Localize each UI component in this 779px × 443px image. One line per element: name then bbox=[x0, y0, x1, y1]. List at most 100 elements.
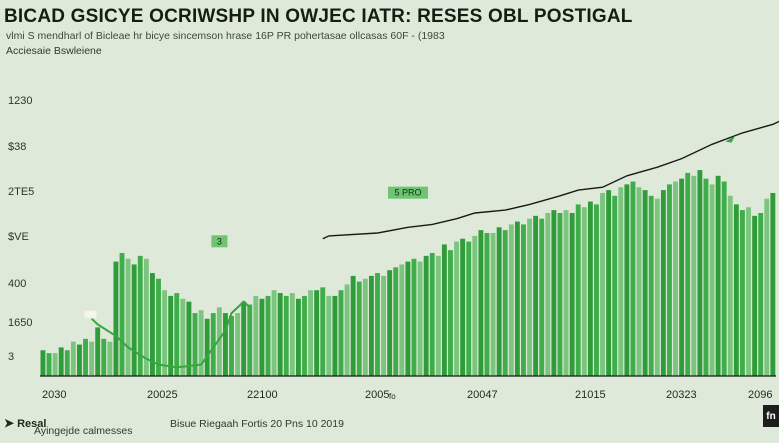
bar bbox=[320, 287, 326, 376]
bar bbox=[454, 241, 459, 376]
bar bbox=[314, 290, 320, 376]
bar bbox=[551, 210, 557, 376]
bar bbox=[594, 204, 599, 376]
bar bbox=[472, 235, 478, 376]
bar bbox=[344, 284, 350, 376]
y-tick-label: $38 bbox=[8, 141, 26, 153]
bar bbox=[484, 233, 490, 376]
bar bbox=[253, 295, 259, 376]
bar bbox=[673, 181, 678, 376]
bar bbox=[606, 190, 612, 376]
x-tick-label: 22100 bbox=[247, 389, 278, 401]
bar bbox=[192, 313, 198, 376]
bar bbox=[289, 293, 295, 376]
bar bbox=[101, 338, 107, 376]
bar bbox=[612, 195, 618, 376]
bar bbox=[64, 350, 70, 376]
y-tick-label: $VE bbox=[8, 231, 29, 243]
bar bbox=[648, 195, 654, 376]
bar bbox=[247, 304, 253, 376]
bar bbox=[241, 301, 247, 376]
bar bbox=[423, 255, 429, 376]
annotation-label: 5 PRO bbox=[394, 188, 421, 198]
bar bbox=[746, 207, 751, 376]
bar bbox=[721, 181, 727, 376]
annotation-box bbox=[211, 235, 228, 248]
bar bbox=[508, 224, 514, 376]
bar bbox=[654, 198, 660, 376]
bar bbox=[411, 258, 417, 376]
bar bbox=[758, 212, 764, 376]
bar bbox=[235, 313, 241, 376]
bar bbox=[356, 281, 362, 376]
bar bbox=[350, 275, 356, 376]
bar bbox=[362, 278, 368, 376]
bar bbox=[381, 275, 387, 376]
bar bbox=[308, 290, 314, 376]
bar bbox=[368, 275, 374, 376]
bar bbox=[107, 341, 113, 376]
source-text: Ayingejde calmesses bbox=[34, 425, 133, 437]
bar bbox=[46, 353, 52, 376]
bar bbox=[338, 290, 344, 376]
bar bbox=[40, 350, 46, 376]
source-note: Bisue Riegaah Fortis 20 Pns 10 2019 bbox=[170, 418, 344, 430]
bar bbox=[375, 273, 380, 376]
bar bbox=[569, 212, 575, 376]
bar bbox=[137, 255, 143, 376]
bar bbox=[642, 190, 648, 376]
bar bbox=[581, 207, 587, 376]
bar bbox=[764, 198, 770, 376]
bar bbox=[265, 295, 271, 376]
bar bbox=[393, 267, 399, 376]
bar bbox=[630, 181, 636, 376]
bar bbox=[727, 195, 733, 376]
bar bbox=[259, 298, 265, 376]
bar bbox=[502, 230, 508, 376]
bar bbox=[222, 313, 228, 376]
bar bbox=[460, 238, 466, 376]
bar bbox=[448, 250, 453, 376]
lines-layer bbox=[84, 120, 779, 369]
y-tick-label: 1230 bbox=[8, 95, 32, 107]
bar bbox=[429, 253, 435, 376]
arrow-icon: ➤ bbox=[4, 416, 15, 430]
bar bbox=[545, 212, 551, 376]
bar bbox=[326, 295, 332, 376]
bar bbox=[156, 278, 161, 376]
bar bbox=[168, 295, 174, 376]
bar bbox=[162, 290, 168, 376]
bar bbox=[587, 201, 593, 376]
y-tick-label: 2TE5 bbox=[8, 186, 34, 198]
line-start-marker bbox=[84, 310, 97, 318]
bar bbox=[283, 295, 289, 376]
bar bbox=[703, 178, 709, 376]
bar bbox=[770, 192, 776, 376]
bar bbox=[186, 301, 192, 376]
bar bbox=[533, 215, 539, 376]
x-tick-label: 2005 bbox=[365, 389, 389, 401]
bar bbox=[143, 258, 149, 376]
bar bbox=[660, 190, 666, 376]
bar bbox=[89, 341, 95, 376]
annotation-box bbox=[388, 186, 428, 199]
bar bbox=[441, 244, 447, 376]
bar bbox=[399, 264, 405, 376]
bar bbox=[715, 175, 721, 376]
bar bbox=[667, 184, 672, 376]
y-tick-label: 3 bbox=[8, 351, 14, 363]
bar bbox=[131, 264, 137, 376]
bar bbox=[119, 253, 125, 376]
bar bbox=[496, 227, 502, 376]
annotation-label: 3 bbox=[217, 236, 222, 246]
bar bbox=[514, 221, 520, 376]
bar bbox=[125, 258, 131, 376]
labels-layer: 3 1650 400 $VE 2TE5 $38 1230 2030 20025 22100 2005… bbox=[8, 95, 772, 401]
bar bbox=[387, 270, 393, 376]
bar bbox=[405, 261, 411, 376]
bar bbox=[478, 230, 484, 376]
bar bbox=[204, 318, 210, 376]
bar bbox=[435, 255, 441, 376]
